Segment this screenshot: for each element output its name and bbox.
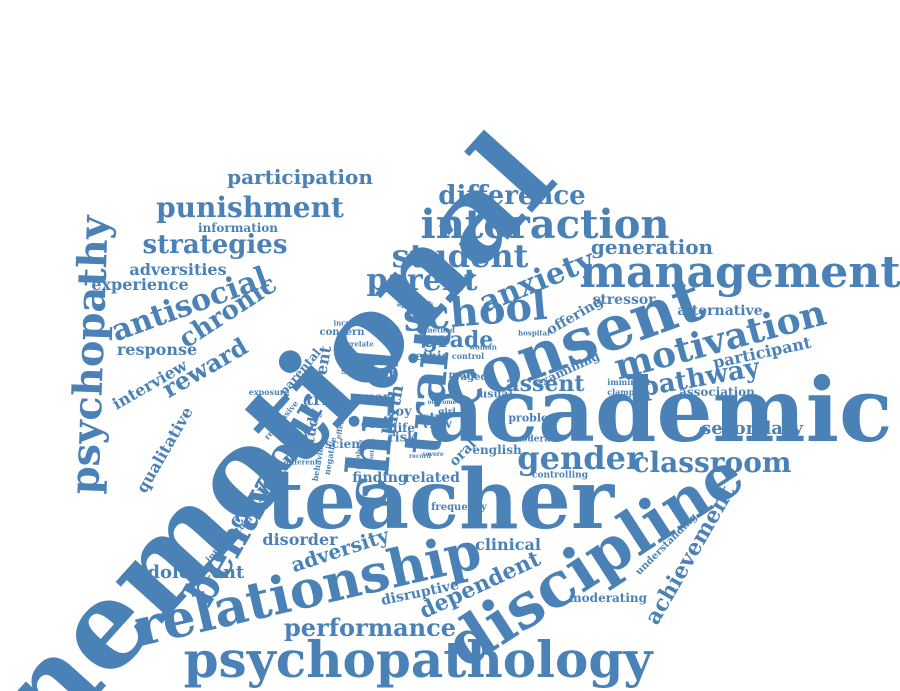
word-adversities: adversities	[129, 260, 227, 279]
word-stage: stage	[340, 366, 372, 377]
word-severe: severe	[422, 451, 444, 458]
word-usual: usual	[479, 387, 513, 401]
word-experience: experience	[91, 275, 189, 294]
word-increase: increase	[333, 318, 367, 328]
word-controlling: controlling	[531, 470, 589, 481]
word-boy: boy	[386, 404, 412, 420]
word-more: more	[448, 370, 478, 381]
word-student: student	[391, 237, 529, 275]
word-trial: trial	[305, 390, 345, 409]
word-clinical: clinical	[475, 535, 541, 554]
word-alternative: alternative	[677, 303, 763, 319]
word-science: science	[325, 437, 375, 451]
word-strategies: strategies	[142, 230, 288, 260]
word-record: record	[409, 453, 431, 460]
word-performance: performance	[284, 613, 456, 642]
word-different: different	[283, 457, 319, 467]
word-finding: finding	[352, 470, 408, 486]
word-psychopathy: psychopathy	[61, 214, 118, 495]
word-concern: concern	[319, 327, 365, 338]
word-control: control	[451, 351, 485, 361]
word-management: management	[579, 247, 900, 298]
word-girl: girl	[438, 407, 456, 418]
word-participation: participation	[227, 165, 373, 189]
word-woman: woman	[469, 342, 497, 352]
word-outcome: outcome	[427, 399, 457, 406]
word-imminent: imminent	[607, 377, 651, 387]
word-moderate: moderate	[511, 434, 561, 445]
word-exposure: exposure	[248, 387, 290, 397]
word-year: year	[360, 390, 390, 404]
word-hospital: hospital	[518, 328, 550, 338]
word-generation: generation	[590, 235, 714, 259]
word-intense: intense	[356, 464, 382, 471]
word-response: response	[116, 340, 198, 359]
word-difference: difference	[438, 181, 586, 211]
word-academic: academic	[427, 358, 893, 462]
word-psychopathology: psychopathology	[183, 630, 653, 689]
word-str: str	[422, 410, 442, 424]
word-secondary: secondary	[701, 418, 803, 439]
word-association: association	[679, 385, 755, 399]
word-english: english	[472, 443, 522, 457]
word-assent: assent	[505, 371, 585, 397]
word-cord: cord	[360, 417, 392, 431]
word-punishment: punishment	[156, 191, 344, 224]
word-disorder: disorder	[262, 530, 338, 549]
word-view: view	[422, 417, 452, 431]
word-moderating: moderating	[568, 591, 648, 605]
word-stressor: stressor	[592, 292, 656, 308]
word-frequency: frequency	[431, 502, 487, 513]
word-teacher: teacher	[265, 452, 615, 548]
word-grade: grade	[422, 327, 494, 353]
word-correlate: correlate	[338, 339, 374, 349]
word-poor: poor	[360, 366, 396, 382]
word-life: life	[393, 421, 415, 435]
word-approach: approach	[396, 299, 434, 309]
word-related: related	[404, 470, 460, 486]
word-gender: gender	[517, 439, 643, 477]
word-interaction: interaction	[420, 201, 670, 248]
word-aged: aged	[460, 372, 488, 383]
word-parent: parent	[366, 263, 478, 298]
word-problem: problem	[508, 411, 560, 425]
word-risk: risk	[387, 430, 417, 446]
word-classroom: classroom	[632, 446, 792, 479]
word-method: method	[425, 325, 455, 335]
word-information: information	[197, 221, 279, 235]
word-ethic: ethic	[415, 349, 449, 363]
word-adolescent: adolescent	[135, 562, 245, 583]
word-clamping: clamping	[607, 387, 649, 397]
